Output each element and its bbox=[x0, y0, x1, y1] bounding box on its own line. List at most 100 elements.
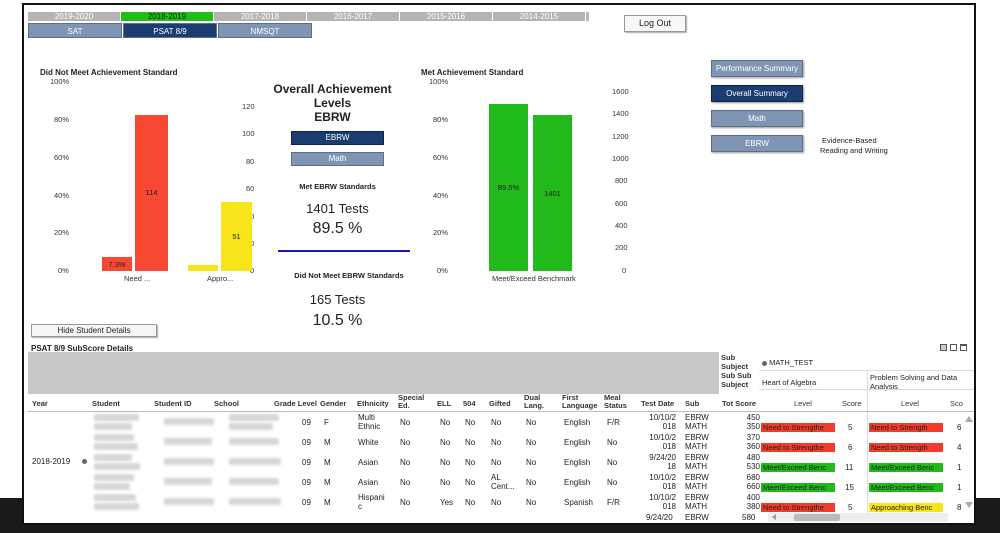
cell-tot-score: 480 530 bbox=[736, 453, 760, 471]
cell-score: 11 bbox=[845, 463, 854, 472]
level-badge: Meet/Exceed Benc bbox=[761, 483, 835, 492]
ebrw-toggle-button[interactable]: EBRW bbox=[291, 131, 384, 145]
col-header-score-2[interactable]: Sco bbox=[950, 399, 963, 408]
cell-text: 450 bbox=[746, 413, 760, 422]
cell-504: No bbox=[465, 498, 476, 507]
cell-test-date: 10/10/2 018 bbox=[646, 433, 676, 451]
chart-bar-need-count: 114 bbox=[135, 115, 168, 271]
scroll-up-icon[interactable] bbox=[965, 416, 973, 422]
right-chart-rtick: 1000 bbox=[612, 154, 629, 163]
table-row[interactable]: 09 F Multi Ethnic No No No No No English … bbox=[24, 413, 974, 432]
vertical-scrollbar[interactable] bbox=[964, 414, 973, 514]
tab-psat-8-9[interactable]: PSAT 8/9 bbox=[123, 23, 217, 38]
tab-year-2019-2020[interactable]: 2019-2020 bbox=[28, 12, 121, 21]
left-chart-tick: 60% bbox=[54, 153, 70, 162]
col-header-score[interactable]: Score bbox=[842, 399, 862, 408]
col-header-level-2[interactable]: Level bbox=[901, 399, 919, 408]
level-badge: Meet/Exceed Benc bbox=[869, 463, 943, 472]
redacted-school bbox=[229, 478, 279, 485]
cell-ell: No bbox=[440, 458, 451, 467]
col-header-student[interactable]: Student bbox=[92, 399, 120, 408]
col-header-gender[interactable]: Gender bbox=[320, 399, 347, 408]
tab-year-2017-2018[interactable]: 2017-2018 bbox=[214, 12, 307, 21]
cell-504: No bbox=[465, 438, 476, 447]
tab-nmsqt[interactable]: NMSQT bbox=[218, 23, 312, 38]
cell-sub: EBRW MATH bbox=[685, 413, 709, 431]
col-header-first-language[interactable]: First Language bbox=[562, 393, 598, 410]
maximize-icon[interactable] bbox=[960, 344, 967, 351]
gridline bbox=[867, 370, 868, 520]
cell-text: Ethnic bbox=[358, 422, 381, 431]
cell-grade: 09 bbox=[302, 478, 311, 487]
cell-special-ed: No bbox=[400, 458, 411, 467]
table-row[interactable]: 09 M Asian No No No AL Cent... No English… bbox=[24, 473, 974, 492]
col-header-school[interactable]: School bbox=[214, 399, 240, 408]
cell-text: 018 bbox=[662, 442, 676, 451]
cell-gender: M bbox=[324, 478, 331, 487]
sub-subject-labels: Sub Subject Sub Sub Subject bbox=[721, 353, 751, 389]
cell-text: 10/10/2 bbox=[649, 433, 676, 442]
redacted-student-id bbox=[164, 438, 212, 445]
redacted-student bbox=[94, 483, 130, 490]
col-header-student-id[interactable]: Student ID bbox=[154, 399, 192, 408]
cell-score: 5 bbox=[848, 423, 853, 432]
math-summary-button[interactable]: Math bbox=[711, 110, 803, 127]
logout-button[interactable]: Log Out bbox=[624, 15, 686, 32]
tab-year-2015-2016[interactable]: 2015-2016 bbox=[400, 12, 493, 21]
col-header-gifted[interactable]: Gifted bbox=[489, 399, 511, 408]
table-row[interactable]: 09 M White No No No No No English No 10/… bbox=[24, 433, 974, 452]
tab-year-2014-2015[interactable]: 2014-2015 bbox=[493, 12, 586, 21]
cell-gender: F bbox=[324, 418, 329, 427]
level-badge: Need to Strength bbox=[869, 443, 943, 452]
chart-bar-need-pct: 7.3% bbox=[102, 257, 132, 271]
cell-text: 350 bbox=[746, 422, 760, 431]
cell-text: 18 bbox=[667, 462, 676, 471]
hide-student-details-button[interactable]: Hide Student Details bbox=[31, 324, 157, 337]
filter-dot-icon[interactable] bbox=[82, 459, 87, 464]
col-header-special-ed[interactable]: Special Ed. bbox=[398, 393, 425, 410]
year-cell: 2018-2019 bbox=[32, 457, 71, 466]
cell-meal-status: No bbox=[607, 478, 618, 487]
performance-summary-button[interactable]: Performance Summary bbox=[711, 60, 803, 77]
cell-text: MATH bbox=[685, 482, 708, 491]
scroll-left-icon[interactable] bbox=[772, 514, 776, 520]
col-header-tot-score[interactable]: Tot Score bbox=[722, 399, 757, 408]
cell-ell: No bbox=[440, 478, 451, 487]
table-row[interactable]: 09 M Asian No No No No No English No 9/2… bbox=[24, 453, 974, 472]
col-header-level[interactable]: Level bbox=[794, 399, 812, 408]
col-header-meal-status[interactable]: Meal Status bbox=[604, 393, 627, 410]
col-header-grade-level[interactable]: Grade Level bbox=[274, 399, 317, 408]
left-chart-tick: 100% bbox=[50, 77, 70, 86]
right-chart-tick: 80% bbox=[433, 115, 449, 124]
overall-summary-button[interactable]: Overall Summary bbox=[711, 85, 803, 102]
table-row[interactable]: 9/24/20 EBRW 580 bbox=[24, 513, 974, 522]
col-header-ell[interactable]: ELL bbox=[437, 399, 452, 408]
filter-dot-icon[interactable] bbox=[762, 360, 767, 366]
tab-year-2016-2017[interactable]: 2016-2017 bbox=[307, 12, 400, 21]
scrollbar-thumb[interactable] bbox=[794, 514, 840, 521]
col-header-ethnicity[interactable]: Ethnicity bbox=[357, 399, 389, 408]
col-header-year[interactable]: Year bbox=[32, 399, 48, 408]
col-header-dual-lang[interactable]: Dual Lang. bbox=[524, 393, 544, 410]
col-header-504[interactable]: 504 bbox=[463, 399, 476, 408]
tab-year-2018-2019[interactable]: 2018-2019 bbox=[121, 12, 214, 21]
cell-test-date: 9/24/20 18 bbox=[646, 453, 676, 471]
print-icon[interactable] bbox=[940, 344, 947, 351]
export-icon[interactable] bbox=[950, 344, 957, 351]
cell-tot-score: 400 380 bbox=[736, 493, 760, 511]
met-standards-title: Met EBRW Standards bbox=[299, 182, 376, 191]
table-row[interactable]: 09 M Hispani c No Yes No No No Spanish F/… bbox=[24, 493, 974, 512]
cell-gender: M bbox=[324, 498, 331, 507]
col-header-test-date[interactable]: Test Date bbox=[641, 399, 675, 408]
scroll-down-icon[interactable] bbox=[965, 502, 973, 508]
tab-sat[interactable]: SAT bbox=[28, 23, 122, 38]
redacted-student bbox=[94, 454, 132, 461]
cell-text: 680 bbox=[746, 473, 760, 482]
math-toggle-button[interactable]: Math bbox=[291, 152, 384, 166]
cell-tot-score: 680 660 bbox=[736, 473, 760, 491]
col-header-sub[interactable]: Sub bbox=[685, 399, 700, 408]
horizontal-scrollbar[interactable] bbox=[768, 513, 948, 522]
ebrw-summary-button[interactable]: EBRW bbox=[711, 135, 803, 152]
cell-504: No bbox=[465, 458, 476, 467]
redacted-student bbox=[94, 474, 134, 481]
